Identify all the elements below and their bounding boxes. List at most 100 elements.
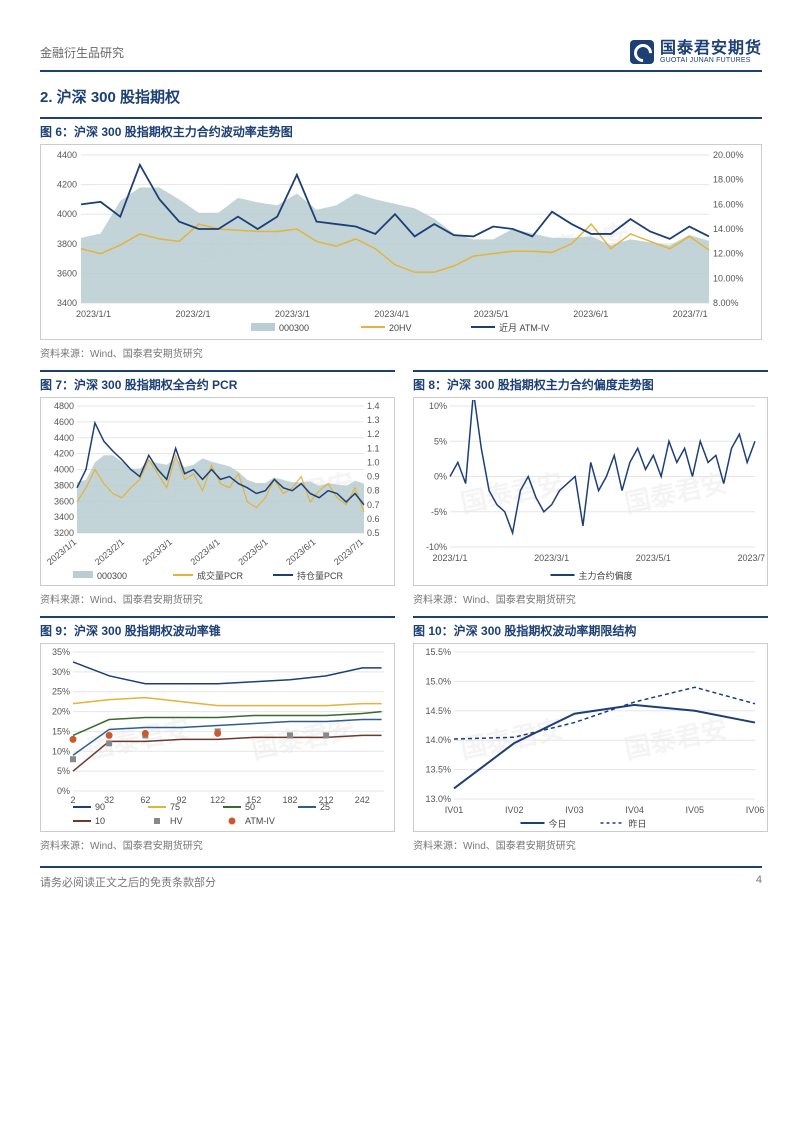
svg-text:0%: 0% — [57, 786, 70, 796]
svg-text:4200: 4200 — [54, 449, 74, 459]
svg-text:000300: 000300 — [279, 323, 309, 333]
svg-text:182: 182 — [282, 795, 297, 805]
svg-text:IV01: IV01 — [445, 805, 464, 815]
svg-text:0.6: 0.6 — [367, 514, 380, 524]
fig7-title: 图 7：沪深 300 股指期权全合约 PCR — [40, 370, 395, 397]
svg-text:32: 32 — [104, 795, 114, 805]
svg-text:2023/3/1: 2023/3/1 — [534, 553, 569, 563]
footer-page: 4 — [756, 874, 762, 890]
svg-text:2023/2/1: 2023/2/1 — [175, 309, 210, 319]
svg-text:持仓量PCR: 持仓量PCR — [297, 570, 344, 581]
svg-text:8.00%: 8.00% — [713, 298, 739, 308]
svg-text:2023/3/1: 2023/3/1 — [275, 309, 310, 319]
page-footer: 请务必阅读正文之后的免责条款部分 4 — [40, 866, 762, 890]
svg-text:10%: 10% — [52, 746, 70, 756]
svg-text:12.00%: 12.00% — [713, 249, 744, 259]
svg-text:000300: 000300 — [97, 571, 127, 581]
svg-text:-10%: -10% — [426, 542, 447, 552]
fig10-source: 资料来源：Wind、国泰君安期货研究 — [413, 832, 768, 860]
svg-text:75: 75 — [170, 802, 180, 812]
svg-text:1.4: 1.4 — [367, 401, 380, 411]
svg-text:30%: 30% — [52, 667, 70, 677]
fig9-title: 图 9：沪深 300 股指期权波动率锥 — [40, 616, 395, 643]
svg-text:1.0: 1.0 — [367, 457, 380, 467]
svg-text:15%: 15% — [52, 726, 70, 736]
svg-text:2023/5/1: 2023/5/1 — [474, 309, 509, 319]
svg-text:15.5%: 15.5% — [425, 647, 451, 657]
section-title: 2. 沪深 300 股指期权 — [40, 86, 762, 107]
svg-text:成交量PCR: 成交量PCR — [197, 570, 244, 581]
svg-text:0.5: 0.5 — [367, 528, 380, 538]
svg-text:16.00%: 16.00% — [713, 199, 744, 209]
svg-text:18.00%: 18.00% — [713, 175, 744, 185]
svg-text:3800: 3800 — [54, 480, 74, 490]
svg-text:国泰君安: 国泰君安 — [458, 713, 566, 764]
svg-text:3800: 3800 — [57, 239, 77, 249]
fig7-chart: 国泰君安国泰君安32003400360038004000420044004600… — [40, 397, 395, 586]
svg-text:10: 10 — [95, 816, 105, 826]
svg-text:2023/1/1: 2023/1/1 — [45, 537, 78, 567]
svg-text:2023/5/1: 2023/5/1 — [636, 553, 671, 563]
svg-text:2023/6/1: 2023/6/1 — [284, 537, 317, 567]
svg-text:4400: 4400 — [57, 150, 77, 160]
logo-en: GUOTAI JUNAN FUTURES — [660, 57, 762, 64]
logo-cn: 国泰君安期货 — [660, 41, 762, 57]
svg-text:国泰君安: 国泰君安 — [622, 713, 730, 764]
svg-text:国泰君安: 国泰君安 — [458, 467, 566, 518]
svg-text:2023/4/1: 2023/4/1 — [374, 309, 409, 319]
svg-text:14.0%: 14.0% — [425, 735, 451, 745]
svg-text:4800: 4800 — [54, 401, 74, 411]
svg-text:1.2: 1.2 — [367, 429, 380, 439]
svg-text:1.3: 1.3 — [367, 415, 380, 425]
svg-text:2023/7/1: 2023/7/1 — [737, 553, 765, 563]
svg-text:4400: 4400 — [54, 433, 74, 443]
svg-text:0.9: 0.9 — [367, 472, 380, 482]
svg-text:IV05: IV05 — [686, 805, 705, 815]
svg-text:15.0%: 15.0% — [425, 676, 451, 686]
svg-text:10.00%: 10.00% — [713, 273, 744, 283]
svg-text:50: 50 — [245, 802, 255, 812]
svg-text:IV02: IV02 — [505, 805, 524, 815]
fig8-title: 图 8：沪深 300 股指期权主力合约偏度走势图 — [413, 370, 768, 397]
fig8-source: 资料来源：Wind、国泰君安期货研究 — [413, 586, 768, 614]
fig6-chart: 国泰君安国泰君安3400360038004000420044008.00%10.… — [40, 144, 762, 340]
svg-text:5%: 5% — [57, 766, 70, 776]
svg-text:14.00%: 14.00% — [713, 224, 744, 234]
page: 金融衍生品研究 国泰君安期货 GUOTAI JUNAN FUTURES 2. 沪… — [0, 0, 802, 910]
svg-text:2: 2 — [70, 795, 75, 805]
svg-text:主力合约偏度: 主力合约偏度 — [579, 570, 633, 581]
svg-text:-5%: -5% — [431, 507, 447, 517]
svg-text:5%: 5% — [434, 436, 447, 446]
svg-text:20.00%: 20.00% — [713, 150, 744, 160]
svg-text:0%: 0% — [434, 472, 447, 482]
fig8-chart: 国泰君安国泰君安-10%-5%0%5%10%2023/1/12023/3/120… — [413, 397, 768, 586]
svg-text:0.7: 0.7 — [367, 500, 380, 510]
header-category: 金融衍生品研究 — [40, 44, 124, 61]
svg-text:3600: 3600 — [57, 268, 77, 278]
row-fig9-fig10: 图 9：沪深 300 股指期权波动率锥 国泰君安国泰君安0%5%10%15%20… — [40, 614, 762, 860]
svg-text:2023/6/1: 2023/6/1 — [573, 309, 608, 319]
svg-text:IV03: IV03 — [565, 805, 584, 815]
svg-text:2023/7/1: 2023/7/1 — [332, 537, 365, 567]
svg-text:IV06: IV06 — [746, 805, 765, 815]
fig9-chart: 国泰君安国泰君安0%5%10%15%20%25%30%35%2326292122… — [40, 643, 395, 832]
logo-icon — [630, 40, 654, 64]
svg-text:35%: 35% — [52, 647, 70, 657]
fig7-source: 资料来源：Wind、国泰君安期货研究 — [40, 586, 395, 614]
svg-text:1.1: 1.1 — [367, 443, 380, 453]
svg-text:10%: 10% — [429, 401, 447, 411]
svg-text:4000: 4000 — [57, 209, 77, 219]
svg-text:0.8: 0.8 — [367, 486, 380, 496]
svg-text:HV: HV — [170, 816, 183, 826]
svg-text:20HV: 20HV — [389, 323, 412, 333]
fig10-chart: 国泰君安国泰君安13.0%13.5%14.0%14.5%15.0%15.5%IV… — [413, 643, 768, 832]
svg-text:近月 ATM-IV: 近月 ATM-IV — [499, 322, 549, 333]
footer-disclaimer: 请务必阅读正文之后的免责条款部分 — [40, 874, 216, 890]
svg-text:62: 62 — [140, 795, 150, 805]
page-header: 金融衍生品研究 国泰君安期货 GUOTAI JUNAN FUTURES — [40, 40, 762, 72]
company-logo: 国泰君安期货 GUOTAI JUNAN FUTURES — [630, 40, 762, 64]
svg-text:4200: 4200 — [57, 180, 77, 190]
svg-text:90: 90 — [95, 802, 105, 812]
svg-text:ATM-IV: ATM-IV — [245, 816, 275, 826]
svg-text:13.0%: 13.0% — [425, 794, 451, 804]
